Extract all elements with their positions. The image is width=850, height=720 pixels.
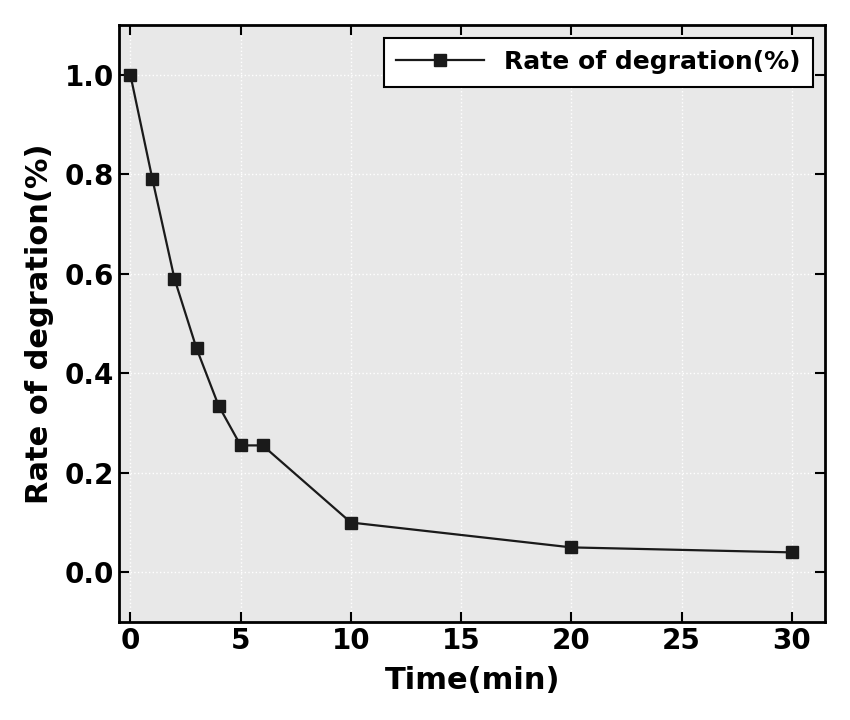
Rate of degration(%) bbox=[235, 441, 246, 450]
Legend: Rate of degration(%): Rate of degration(%) bbox=[383, 37, 813, 86]
Rate of degration(%) bbox=[346, 518, 356, 527]
Rate of degration(%) bbox=[191, 344, 201, 353]
Rate of degration(%) bbox=[566, 543, 576, 552]
Rate of degration(%) bbox=[258, 441, 268, 450]
Line: Rate of degration(%): Rate of degration(%) bbox=[125, 69, 797, 558]
Y-axis label: Rate of degration(%): Rate of degration(%) bbox=[25, 143, 54, 504]
Rate of degration(%) bbox=[213, 401, 224, 410]
X-axis label: Time(min): Time(min) bbox=[384, 666, 560, 695]
Rate of degration(%) bbox=[147, 175, 157, 184]
Rate of degration(%) bbox=[125, 71, 135, 79]
Rate of degration(%) bbox=[787, 548, 797, 557]
Rate of degration(%) bbox=[169, 274, 179, 283]
